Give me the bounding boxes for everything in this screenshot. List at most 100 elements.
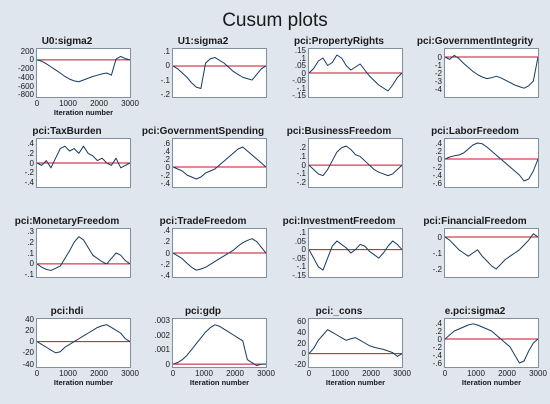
y-tick-label: .6 (163, 138, 170, 148)
x-axis-label: Iteration number (53, 108, 114, 117)
x-tick-label: 2000 (362, 369, 380, 378)
cusum-panel: pci:GovernmentIntegrity 0 -1 -2 -3 -4 (408, 36, 542, 120)
plot-svg (173, 324, 266, 367)
y-tick-label: -.1 (160, 75, 170, 85)
y-tick-label: .2 (299, 143, 306, 153)
x-tick-label: 2000 (90, 99, 108, 108)
y-tick-label: -.1 (24, 270, 34, 280)
panel-title: pci:_cons (315, 306, 363, 317)
x-tick-label: 2000 (226, 369, 244, 378)
cusum-panel: pci:_cons 60 40 20 0 -20 0 1000 2000 3000 Iteratio… (272, 306, 410, 390)
x-tick-label: 1000 (59, 99, 77, 108)
cusum-series-line (37, 236, 130, 271)
y-tick-label: -400 (17, 72, 34, 82)
cusum-series-line (173, 238, 266, 271)
plot-svg (445, 54, 538, 89)
cusum-series-line (173, 56, 266, 90)
y-tick-label: .05 (294, 61, 306, 70)
y-tick-label: .3 (27, 226, 34, 236)
x-tick-label: 1000 (59, 369, 77, 378)
cusum-series-line (37, 145, 130, 169)
y-tick-label: -.15 (292, 270, 306, 280)
y-tick-label: 0 (301, 349, 306, 359)
cusum-panel: pci:hdi 40 20 0 -20 -40 0 1000 2000 3000 Iteration… (0, 306, 138, 390)
y-tick-label: .2 (27, 148, 34, 158)
y-tick-label: -.2 (432, 342, 442, 352)
y-tick-label: 200 (20, 46, 34, 56)
plot-svg (37, 145, 130, 169)
x-tick-label: 1000 (467, 369, 485, 378)
panel-title: e.pci:sigma2 (444, 306, 506, 317)
y-tick-label: -.15 (292, 91, 306, 100)
cusum-series-line (309, 240, 402, 271)
cusum-series-line (309, 54, 402, 92)
y-tick-label: -20 (294, 359, 306, 369)
panel-title: pci:GovernmentIntegrity (416, 36, 534, 47)
y-tick-label: 0 (165, 61, 170, 71)
y-tick-label: -.6 (432, 358, 442, 368)
x-tick-label: 2000 (498, 369, 516, 378)
y-tick-label: -.4 (160, 271, 170, 281)
plot-area (36, 48, 131, 98)
y-tick-label: 0 (301, 68, 306, 78)
y-tick-label: -.6 (432, 178, 442, 188)
x-tick-label: 2000 (90, 369, 108, 378)
panel-title: pci:LaborFreedom (431, 126, 519, 137)
panel-title: U0:sigma2 (41, 36, 93, 47)
y-tick-label: -40 (22, 359, 34, 369)
y-tick-label: .002 (154, 330, 170, 340)
plot-area (308, 138, 403, 188)
y-tick-label: 0 (301, 160, 306, 170)
y-tick-label: 0 (437, 334, 442, 344)
cusum-panel: pci:MonetaryFreedom .3.2.1 0 -.1 (0, 216, 134, 300)
cusum-panel: U1:sigma2 .1 0 -.1 -.2 (136, 36, 270, 120)
panel-title: pci:InvestmentFreedom (282, 216, 396, 227)
plot-svg (309, 240, 402, 271)
cusum-series-line (309, 329, 402, 357)
y-tick-label: .4 (163, 146, 170, 156)
x-tick-label: 0 (306, 369, 312, 378)
y-tick-label: -.1 (432, 248, 442, 258)
y-tick-label: -.05 (292, 76, 306, 85)
y-tick-label: -.4 (24, 177, 34, 187)
y-tick-label: -.2 (160, 89, 170, 99)
y-tick-label: 0 (29, 55, 34, 65)
y-tick-label: .2 (435, 146, 442, 156)
plot-svg (37, 236, 130, 271)
plot-svg (37, 55, 130, 83)
x-tick-label: 0 (34, 99, 40, 108)
y-tick-label: -.4 (432, 170, 442, 180)
plot-area (308, 318, 403, 368)
plot-area (172, 318, 267, 368)
cusum-panel: pci:LaborFreedom .4.2 0 -.2 -.4 -.6 (408, 126, 542, 210)
x-tick-label: 3000 (393, 369, 411, 378)
y-tick-label: 40 (297, 327, 306, 337)
y-tick-label: 0 (165, 359, 170, 369)
cusum-panel: pci:gdp .003 .002 .001 0 0 1000 2000 3000 Iterati… (136, 306, 274, 390)
y-tick-label: .4 (163, 225, 170, 235)
y-tick-label: .2 (435, 326, 442, 336)
plot-svg (37, 324, 130, 354)
y-tick-label: -.2 (432, 264, 442, 274)
cusum-panel: U0:sigma2 200 0 -200 -400 -600 -800 0 1000 2000 30… (0, 36, 139, 120)
plot-area (36, 228, 131, 278)
y-tick-label: .1 (163, 47, 170, 57)
y-tick-label: -.2 (432, 162, 442, 172)
x-axis-label: Iteration number (189, 378, 250, 387)
y-tick-label: -.4 (160, 178, 170, 188)
panel-title: pci:gdp (184, 306, 222, 317)
y-tick-label: -2 (434, 68, 442, 78)
y-tick-label: 0 (437, 154, 442, 164)
y-tick-label: -20 (22, 348, 34, 358)
y-tick-label: -.1 (296, 169, 306, 179)
plot-area (444, 48, 539, 98)
panel-title: pci:TaxBurden (32, 126, 102, 137)
cusum-panel: pci:BusinessFreedom .2.1 0 -.1 -.2 (272, 126, 406, 210)
panel-title: pci:PropertyRights (293, 36, 384, 47)
cusum-series-line (445, 142, 538, 182)
plot-svg (309, 54, 402, 92)
panel-title: pci:FinancialFreedom (423, 216, 527, 227)
y-tick-label: .05 (294, 236, 306, 246)
y-tick-label: -1 (434, 60, 442, 70)
y-tick-label: 20 (297, 338, 306, 348)
